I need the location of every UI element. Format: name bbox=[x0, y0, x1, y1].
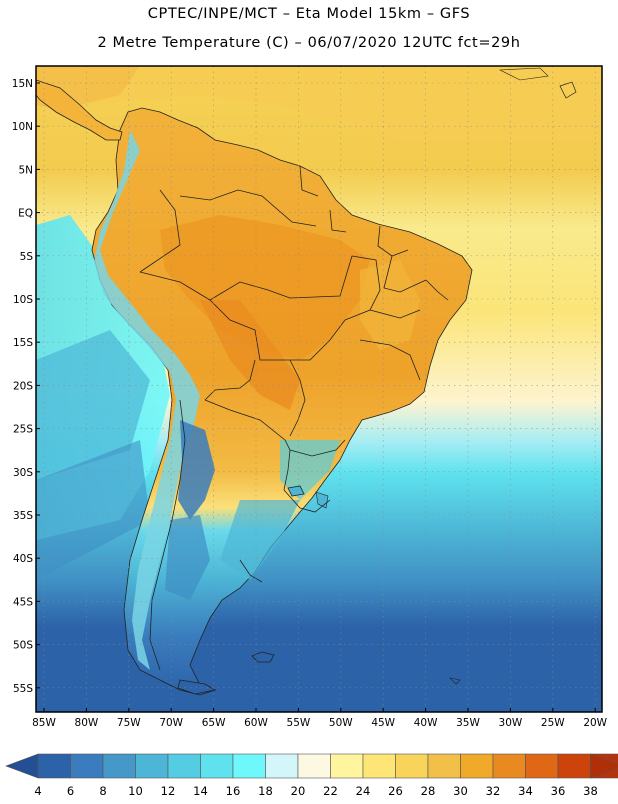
colorbar-swatch bbox=[71, 754, 104, 778]
lon-tick-label: 20W bbox=[583, 717, 607, 729]
lon-tick-label: 50W bbox=[329, 717, 353, 729]
lat-tick-label: 15S bbox=[13, 337, 33, 349]
lat-tick-label: 40S bbox=[13, 553, 33, 565]
colorbar-label: 18 bbox=[258, 784, 273, 798]
lat-tick-label: 25S bbox=[13, 424, 33, 436]
colorbar-swatch bbox=[298, 754, 331, 778]
colorbar-label: 4 bbox=[34, 784, 41, 798]
lat-tick-label: 45S bbox=[13, 596, 33, 608]
lat-tick-label: 5S bbox=[20, 251, 34, 263]
lon-tick-label: 45W bbox=[371, 717, 395, 729]
colorbar-label: 20 bbox=[291, 784, 306, 798]
lat-tick-label: 5N bbox=[18, 164, 33, 176]
colorbar-swatch bbox=[363, 754, 396, 778]
colorbar-swatch bbox=[558, 754, 591, 778]
lon-tick-label: 65W bbox=[202, 717, 226, 729]
colorbar-label: 12 bbox=[161, 784, 176, 798]
lat-tick-label: 15N bbox=[12, 78, 33, 90]
colorbar-swatch bbox=[136, 754, 169, 778]
lon-tick-label: 75W bbox=[117, 717, 141, 729]
colorbar-label: 10 bbox=[128, 784, 143, 798]
lat-tick-label: 55S bbox=[13, 683, 33, 695]
lon-tick-label: 40W bbox=[414, 717, 438, 729]
colorbar-swatch bbox=[201, 754, 234, 778]
lon-tick-label: 55W bbox=[287, 717, 311, 729]
colorbar-swatch bbox=[396, 754, 429, 778]
colorbar-label: 32 bbox=[486, 784, 501, 798]
lat-tick-label: 35S bbox=[13, 510, 33, 522]
colorbar-swatch bbox=[38, 754, 71, 778]
colorbar-under-arrow bbox=[6, 754, 38, 778]
lat-tick-label: 30S bbox=[13, 467, 33, 479]
lon-tick-label: 80W bbox=[75, 717, 99, 729]
colorbar-swatch bbox=[266, 754, 299, 778]
colorbar-label: 6 bbox=[67, 784, 74, 798]
lon-tick-label: 25W bbox=[541, 717, 565, 729]
lon-tick-label: 35W bbox=[456, 717, 480, 729]
lat-tick-label: 20S bbox=[13, 380, 33, 392]
lat-tick-label: 10N bbox=[12, 121, 33, 133]
colorbar-label: 14 bbox=[193, 784, 208, 798]
colorbar-label: 8 bbox=[99, 784, 106, 798]
colorbar-label: 30 bbox=[453, 784, 468, 798]
colorbar-label: 24 bbox=[356, 784, 371, 798]
colorbar-swatch bbox=[428, 754, 461, 778]
lon-tick-label: 30W bbox=[499, 717, 523, 729]
colorbar-swatch bbox=[526, 754, 559, 778]
colorbar-swatch bbox=[493, 754, 526, 778]
lat-tick-label: EQ bbox=[18, 208, 33, 220]
colorbar-swatch bbox=[331, 754, 364, 778]
lon-tick-label: 70W bbox=[159, 717, 183, 729]
colorbar-label: 26 bbox=[388, 784, 403, 798]
map-field bbox=[36, 66, 602, 712]
lat-tick-label: 10S bbox=[13, 294, 33, 306]
lat-tick-label: 50S bbox=[13, 640, 33, 652]
lon-tick-label: 60W bbox=[244, 717, 268, 729]
colorbar-label: 34 bbox=[518, 784, 533, 798]
colorbar-swatch bbox=[461, 754, 494, 778]
colorbar-swatch bbox=[168, 754, 201, 778]
colorbar: 4 6 8 10 12 14 16 18 20 22 24 26 28 30 32 34 36 38 bbox=[6, 754, 618, 798]
colorbar-label: 36 bbox=[551, 784, 566, 798]
colorbar-label: 38 bbox=[583, 784, 598, 798]
colorbar-label: 28 bbox=[421, 784, 436, 798]
lon-tick-label: 85W bbox=[32, 717, 56, 729]
colorbar-swatch bbox=[103, 754, 136, 778]
colorbar-swatch bbox=[233, 754, 266, 778]
colorbar-label: 16 bbox=[226, 784, 241, 798]
colorbar-label: 22 bbox=[323, 784, 338, 798]
